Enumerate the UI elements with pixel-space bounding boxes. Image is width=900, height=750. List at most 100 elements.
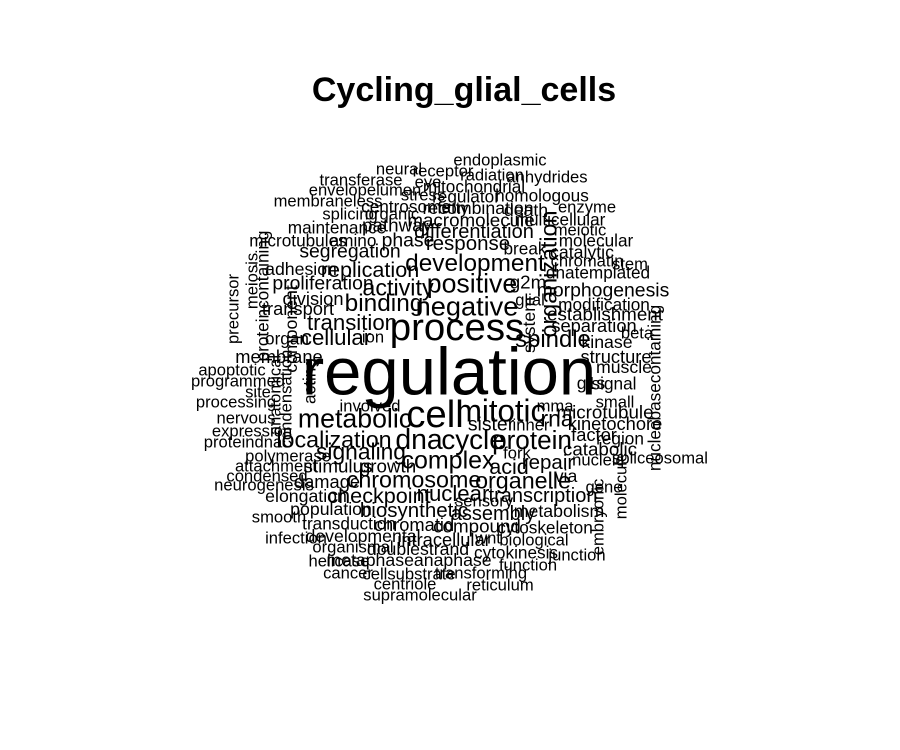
cloud-word: site [245, 382, 271, 402]
cloud-word: mitochondrial [422, 176, 526, 197]
cloud-word: programmed [190, 371, 286, 391]
cloud-word: kinase [581, 332, 633, 353]
cloud-word: involved [339, 396, 401, 416]
cloud-word: via [554, 466, 578, 487]
cloud-word: precursor [223, 273, 243, 345]
cloud-word: acting [299, 358, 320, 404]
cloud-word: helicase [308, 551, 370, 571]
page-title: Cycling_glial_cells [311, 71, 617, 109]
cloud-word: multicellular [514, 209, 606, 230]
cloud-word: apoptotic [198, 360, 266, 380]
cloud-word: sister [467, 413, 515, 436]
cloud-word: cell [406, 392, 464, 436]
cloud-word: cellsubstrate [362, 564, 456, 584]
cloud-word: infection [265, 528, 327, 548]
cloud-word: attachment [234, 456, 318, 476]
cloud-word: pathway [362, 214, 432, 236]
cloud-word: response [425, 231, 511, 255]
cloud-word: positive [426, 268, 518, 299]
cloud-word: cancer [323, 563, 373, 583]
cloud-word: spindle [515, 326, 591, 354]
cloud-word: growth [359, 455, 417, 477]
cloud-word: complex [401, 446, 495, 475]
cloud-word: metabolism [513, 501, 605, 522]
cloud-word: small [595, 392, 635, 412]
cloud-word: enzyme [557, 197, 617, 217]
cloud-word: splicing [322, 204, 378, 224]
cloud-word: stem [612, 254, 648, 274]
cloud-word: chromatid [373, 513, 455, 535]
cloud-word: embryonic [588, 478, 608, 556]
cloud-word: protein [492, 424, 572, 455]
cloud-word: developmental [305, 526, 421, 547]
cloud-word: separation [551, 314, 637, 336]
cloud-word: organic [364, 204, 420, 224]
cloud-word: recombination [422, 198, 534, 219]
cloud-word: stimulus [303, 455, 373, 477]
cloud-word: ion [361, 327, 385, 347]
cloud-word: fork [503, 443, 531, 463]
cloud-word: repair [521, 450, 575, 474]
cloud-word: transcription [488, 485, 598, 507]
cloud-word: processing [195, 392, 277, 412]
cloud-word: transition [306, 309, 398, 335]
cloud-word: macromolecule [407, 209, 535, 231]
cloud-word: doublestrand [366, 539, 470, 560]
cloud-word: reticulum [466, 575, 534, 595]
cloud-word: localization [276, 426, 392, 453]
cloud-word: cycle [441, 424, 505, 456]
cloud-word: proliferation [272, 272, 374, 295]
cloud-word: cytoskeleton [497, 517, 593, 538]
cloud-word: activity [362, 274, 434, 301]
cloud-word: receptor [412, 161, 474, 181]
cloud-word: organismal [312, 537, 394, 557]
cloud-word: signaling [316, 438, 406, 465]
cloud-word: differentiation [414, 221, 534, 243]
cloud-word: catabolic [562, 438, 638, 460]
cloud-word: kinetochore [567, 412, 663, 434]
cloud-word: rna [540, 405, 574, 432]
cloud-word: proteindna [203, 432, 283, 452]
cloud-word: segregation [299, 240, 401, 263]
cloud-word: region [596, 428, 644, 449]
cloud-word: adhesion [265, 259, 337, 280]
cloud-word: chromosome [346, 466, 482, 493]
cloud-word: membrane [235, 345, 323, 367]
cloud-word: biosynthetic [359, 498, 469, 522]
cloud-word: nuclear [416, 480, 490, 506]
cloud-word: morphogenesis [536, 279, 670, 302]
cloud-word: membraneless [273, 191, 383, 211]
cloud-word: cellular [300, 324, 372, 350]
cloud-word: muscle [595, 357, 653, 378]
cloud-word: gene [585, 477, 623, 497]
cloud-word: intracellular [397, 528, 491, 550]
cloud-word: binding [344, 289, 424, 317]
cloud-word: dnatemplated [545, 262, 651, 283]
cloud-word: compound [433, 515, 521, 537]
cloud-word: mitotic [455, 393, 547, 429]
cloud-word: supramolecular [363, 585, 477, 605]
cloud-word: polymerase [245, 446, 331, 466]
cloud-word: organelle [475, 467, 571, 494]
cloud-word: microtubules [249, 230, 347, 251]
cloud-word: assembly [450, 503, 536, 525]
cloud-word: damage [293, 470, 361, 492]
cloud-word: population [290, 499, 372, 520]
cloud-word: g2m [509, 271, 547, 293]
cloud-word: centrosome [361, 196, 451, 217]
cloud-word: condensed [226, 466, 308, 486]
cloud-word: wnt [475, 528, 501, 548]
cloud-word: molecular [558, 230, 634, 251]
cloud-word: structure [580, 345, 652, 367]
cloud-word: function [498, 555, 558, 575]
cloud-word: regulation [301, 334, 597, 410]
cloud-word: mma [536, 396, 574, 416]
cloud-word: glial [515, 290, 545, 310]
cloud-word: beta [620, 323, 654, 343]
cloud-word: nervous [216, 408, 276, 428]
cloud-word: endoplasmic [453, 150, 547, 170]
cloud-word: transferase [319, 170, 403, 190]
cloud-word: division [282, 287, 344, 309]
cloud-word: inner [512, 415, 550, 435]
